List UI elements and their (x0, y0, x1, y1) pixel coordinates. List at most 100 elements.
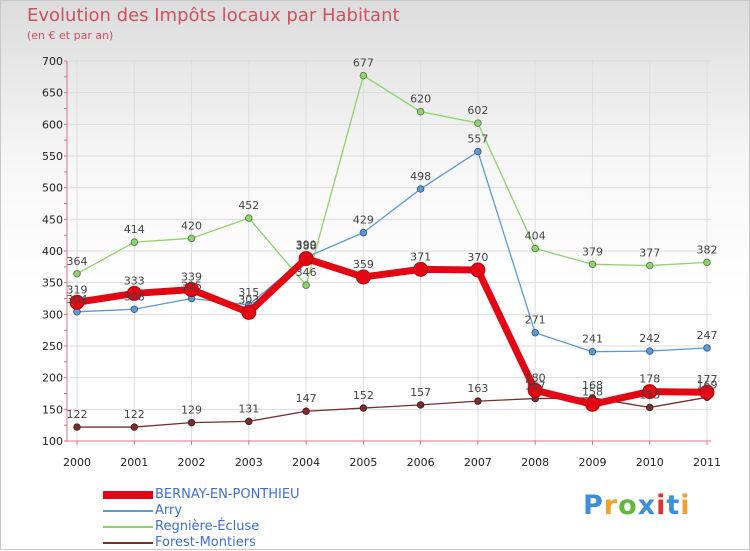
point-bernay-en-ponthieu-2011 (699, 384, 715, 400)
x-tick-label-2007: 2007 (464, 456, 492, 469)
data-label-arry-2007: 557 (467, 133, 488, 146)
legend-label: Forest-Montiers (155, 535, 256, 550)
x-tick-label-2010: 2010 (636, 456, 664, 469)
data-label-arry-2009: 241 (582, 333, 603, 346)
logo-letter: x (637, 490, 657, 521)
logo-letter: r (603, 490, 619, 521)
x-tick-label-2009: 2009 (578, 456, 606, 469)
point-forest-montiers-2004 (302, 407, 310, 415)
point-regni-re-cluse-2003 (245, 214, 253, 222)
point-regni-re-cluse-2007 (474, 119, 482, 127)
point-bernay-en-ponthieu-2002 (184, 282, 200, 298)
data-label-forest-montiers-2007: 163 (467, 382, 488, 395)
data-label-arry-2004: 390 (296, 238, 317, 251)
data-label-forest-montiers-2002: 129 (181, 404, 202, 417)
point-regni-re-cluse-2006 (416, 107, 425, 116)
data-label-arry-2000: 304 (67, 293, 88, 306)
point-forest-montiers-2001 (130, 423, 138, 431)
point-forest-montiers-2006 (416, 401, 425, 409)
point-arry-2001 (130, 305, 138, 313)
y-tick-label-250: 250 (42, 340, 63, 353)
data-label-bernay-en-ponthieu-2001: 333 (124, 274, 145, 287)
x-tick-label-2008: 2008 (521, 456, 549, 469)
data-label-forest-montiers-2001: 122 (124, 408, 145, 421)
point-arry-2011 (703, 344, 711, 352)
series-line-arry (76, 150, 708, 353)
data-label-arry-2008: 271 (525, 314, 546, 327)
point-forest-montiers-2000 (73, 423, 81, 431)
legend-label: BERNAY-EN-PONTHIEU (155, 487, 300, 502)
data-label-regni-re-cluse-2004: 346 (296, 266, 317, 279)
point-arry-2005 (359, 228, 368, 237)
logo-letter: i (680, 490, 691, 521)
point-regni-re-cluse-2005 (359, 71, 368, 80)
data-label-bernay-en-ponthieu-2011: 177 (697, 373, 718, 386)
series-line-bernay-en-ponthieu (73, 255, 711, 408)
logo-letter: P (583, 490, 604, 521)
series-line-regni-re-cluse (76, 74, 708, 286)
data-label-regni-re-cluse-2008: 404 (525, 229, 546, 242)
data-label-forest-montiers-2005: 152 (353, 389, 374, 402)
data-label-regni-re-cluse-2006: 620 (410, 93, 431, 106)
point-bernay-en-ponthieu-2008 (527, 382, 543, 398)
point-bernay-en-ponthieu-2005 (355, 269, 371, 285)
data-label-regni-re-cluse-2007: 602 (467, 104, 488, 117)
data-label-bernay-en-ponthieu-2009: 158 (582, 385, 603, 398)
data-label-arry-2005: 429 (353, 214, 374, 227)
x-tick-label-2006: 2006 (407, 456, 435, 469)
point-regni-re-cluse-2011 (703, 258, 711, 267)
point-forest-montiers-2003 (245, 417, 253, 426)
x-tick-label-2001: 2001 (120, 456, 148, 469)
data-label-arry-2006: 498 (410, 170, 431, 183)
point-bernay-en-ponthieu-2000 (69, 294, 85, 310)
point-bernay-en-ponthieu-2006 (413, 261, 429, 277)
data-label-bernay-en-ponthieu-2010: 178 (639, 373, 660, 386)
y-tick-label-450: 450 (42, 213, 63, 226)
y-tick-label-600: 600 (42, 118, 63, 131)
data-label-forest-montiers-2011: 169 (697, 378, 718, 391)
data-label-bernay-en-ponthieu-2000: 319 (67, 283, 88, 296)
data-label-bernay-en-ponthieu-2006: 371 (410, 250, 431, 263)
x-tick-label-2000: 2000 (63, 456, 91, 469)
point-regni-re-cluse-2008 (531, 244, 539, 253)
y-tick-label-400: 400 (42, 245, 63, 258)
data-label-regni-re-cluse-2001: 414 (124, 223, 145, 236)
point-bernay-en-ponthieu-2003 (241, 304, 257, 320)
point-regni-re-cluse-2000 (73, 270, 81, 278)
data-label-regni-re-cluse-2002: 420 (181, 219, 202, 232)
data-label-bernay-en-ponthieu-2008: 180 (525, 371, 546, 384)
chart-subtitle: (en € et par an) (27, 29, 114, 42)
legend-swatch (103, 510, 153, 512)
point-arry-2007 (474, 147, 482, 156)
point-forest-montiers-2005 (359, 404, 368, 412)
y-tick-label-650: 650 (42, 87, 63, 100)
data-label-bernay-en-ponthieu-2004: 388 (296, 240, 317, 253)
x-tick-label-2004: 2004 (292, 456, 320, 469)
y-tick-label-300: 300 (42, 308, 63, 321)
x-tick-label-2005: 2005 (349, 456, 377, 469)
data-label-arry-2001: 308 (124, 290, 145, 303)
legend-label: Regnière-Écluse (155, 519, 260, 534)
x-tick-label-2002: 2002 (178, 456, 206, 469)
point-regni-re-cluse-2002 (187, 234, 196, 243)
data-label-forest-montiers-2000: 122 (67, 408, 88, 421)
logo-letter: o (618, 490, 638, 521)
data-label-forest-montiers-2010: 153 (639, 388, 660, 401)
point-bernay-en-ponthieu-2004 (298, 251, 314, 267)
data-label-forest-montiers-2008: 167 (525, 380, 546, 393)
data-label-arry-2003: 315 (238, 286, 259, 299)
data-label-forest-montiers-2006: 157 (410, 386, 431, 399)
point-arry-2008 (531, 329, 539, 337)
point-bernay-en-ponthieu-2007 (470, 262, 486, 278)
data-label-regni-re-cluse-2003: 452 (238, 199, 259, 212)
y-tick-label-200: 200 (42, 372, 63, 385)
data-label-regni-re-cluse-2005: 677 (353, 57, 374, 70)
y-tick-label-350: 350 (42, 277, 63, 290)
data-label-regni-re-cluse-2000: 364 (67, 255, 88, 268)
proxiti-logo: Proxiti (583, 490, 691, 521)
data-label-forest-montiers-2009: 168 (582, 379, 603, 392)
data-label-bernay-en-ponthieu-2007: 370 (467, 251, 488, 264)
data-label-forest-montiers-2004: 147 (296, 392, 317, 405)
